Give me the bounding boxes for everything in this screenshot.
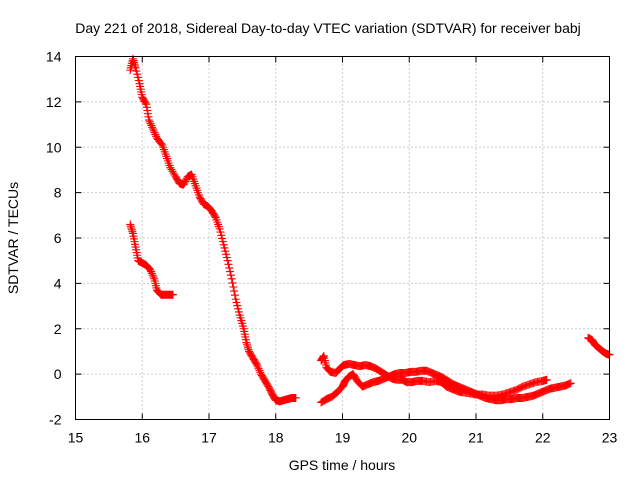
x-axis-ticks: 15 16 17 18 19 20 21 22 23 <box>68 56 618 446</box>
chart-title: Day 221 of 2018, Sidereal Day-to-day VTE… <box>75 20 581 36</box>
data-point <box>210 212 219 221</box>
y-tick-label: 6 <box>54 230 62 246</box>
data-point <box>230 291 239 300</box>
data-point <box>148 125 157 134</box>
y-tick-label: 0 <box>54 366 62 382</box>
data-point <box>253 361 262 370</box>
data-point <box>149 126 158 135</box>
data-point <box>566 379 575 388</box>
data-point <box>542 375 551 384</box>
x-axis-label: GPS time / hours <box>289 457 396 473</box>
data-point <box>254 364 263 373</box>
x-tick-label: 19 <box>335 430 351 446</box>
data-point <box>147 269 156 278</box>
x-tick-label: 18 <box>268 430 284 446</box>
data-point <box>223 256 232 265</box>
x-tick-label: 16 <box>134 430 150 446</box>
data-point <box>141 98 150 107</box>
y-axis-ticks: -2 0 2 4 6 8 10 12 14 <box>46 49 610 428</box>
data-point <box>226 271 235 280</box>
data-point <box>151 130 160 139</box>
data-point <box>144 116 153 125</box>
y-tick-label: 14 <box>46 49 62 65</box>
y-tick-label: 8 <box>54 185 62 201</box>
x-tick-label: 22 <box>535 430 551 446</box>
data-point <box>147 121 156 130</box>
data-point <box>225 263 234 272</box>
data-point <box>148 123 157 132</box>
data-point <box>145 117 154 126</box>
grid-lines <box>75 56 610 420</box>
data-point <box>253 362 262 371</box>
data-point <box>229 283 238 292</box>
data-point <box>146 265 155 274</box>
data-point <box>228 278 237 287</box>
data-point <box>148 271 157 280</box>
x-tick-label: 20 <box>401 430 417 446</box>
y-axis-label: SDTVAR / TECUs <box>5 182 21 294</box>
data-point <box>255 366 264 375</box>
x-tick-label: 21 <box>468 430 484 446</box>
y-tick-label: 12 <box>46 94 62 110</box>
data-point <box>230 287 239 296</box>
y-tick-label: -2 <box>49 412 62 428</box>
data-point <box>149 273 158 282</box>
data-point <box>157 139 166 148</box>
data-point <box>224 260 233 269</box>
data-point <box>226 267 235 276</box>
data-point <box>227 274 236 283</box>
data-point <box>150 128 159 137</box>
data-point <box>291 393 300 402</box>
y-tick-label: 10 <box>46 139 62 155</box>
data-point <box>168 290 177 299</box>
data-points <box>126 54 614 407</box>
x-tick-label: 15 <box>68 430 84 446</box>
x-tick-label: 23 <box>602 430 618 446</box>
y-tick-label: 4 <box>54 275 62 291</box>
data-point <box>146 119 155 128</box>
x-tick-label: 17 <box>201 430 217 446</box>
y-tick-label: 2 <box>54 321 62 337</box>
data-point <box>147 267 156 276</box>
